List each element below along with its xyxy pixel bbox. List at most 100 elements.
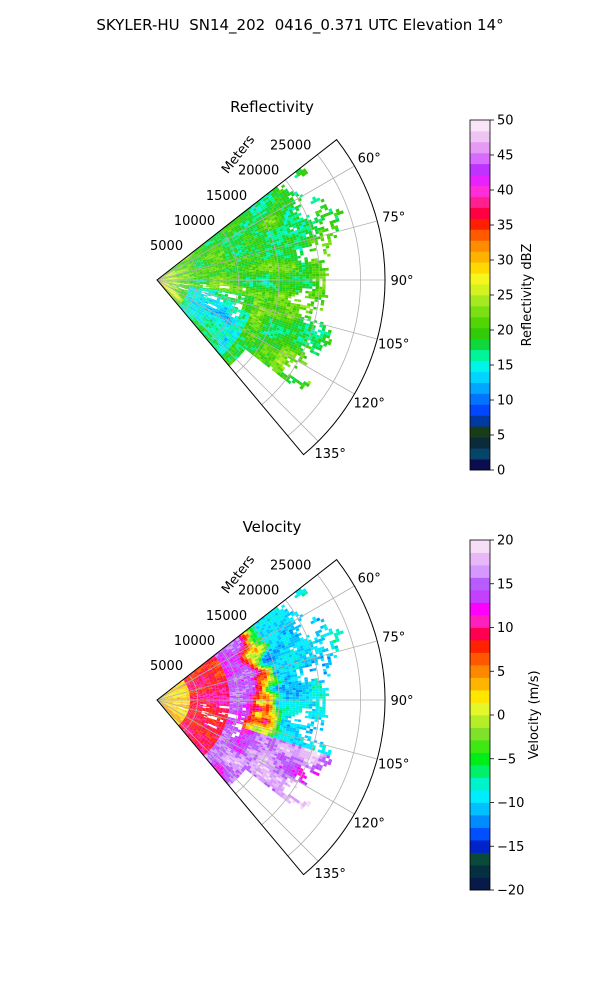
velocity-colorbar-ramp (470, 540, 490, 891)
colorbar-swatch (470, 120, 490, 132)
colorbar-swatch (470, 790, 490, 803)
colorbar-tick-label: 5 (497, 429, 505, 444)
colorbar-swatch (470, 196, 490, 208)
colorbar-swatch (470, 415, 490, 427)
colorbar-swatch (470, 316, 490, 329)
range-ring (209, 229, 239, 343)
reflectivity-colorbar-ramp (470, 120, 490, 471)
reflectivity-polar-grid (156, 138, 386, 456)
angle-tick-label: 105° (378, 337, 409, 352)
range-tick-label: 5000 (150, 659, 183, 674)
colorbar-swatch (470, 702, 490, 716)
reflectivity-field (157, 168, 344, 390)
colorbar-tick-label: 0 (497, 709, 505, 724)
colorbar-tick-label: 40 (497, 184, 514, 199)
colorbar-tick-label: −20 (497, 884, 524, 899)
colorbar-tick-label: 25 (497, 289, 514, 304)
colorbar-swatch (470, 404, 490, 416)
reflectivity-range-ticks: 5000 10000 15000 20000 25000 (150, 139, 311, 254)
angle-tick-label: 120° (354, 397, 385, 412)
sector-outline (156, 138, 386, 456)
colorbar-swatch (470, 777, 490, 791)
colorbar-swatch (470, 437, 490, 449)
angle-spoke (156, 585, 355, 701)
colorbar-swatch (470, 349, 490, 362)
colorbar-swatch (470, 174, 490, 187)
colorbar-tick-label: −5 (497, 752, 516, 767)
colorbar-swatch (470, 602, 490, 616)
colorbar-swatch (470, 382, 490, 394)
colorbar-tick-label: 10 (497, 394, 514, 409)
range-ring (182, 254, 199, 312)
range-ring (261, 599, 321, 826)
colorbar-swatch (470, 338, 490, 351)
range-tick-label: 20000 (238, 164, 279, 179)
colorbar-tick-label: 30 (497, 254, 514, 269)
velocity-angle-ticks: 60° 75° 90° 105° 120° 135° (315, 572, 414, 883)
colorbar-tick-label: 15 (497, 577, 514, 592)
colorbar-swatch (470, 652, 490, 666)
colorbar-swatch (470, 615, 490, 628)
colorbar-swatch (470, 218, 490, 230)
colorbar-swatch (470, 640, 490, 653)
colorbar-swatch (470, 152, 490, 165)
colorbar-swatch (470, 665, 490, 678)
colorbar-tick-label: 5 (497, 665, 505, 680)
colorbar-swatch (470, 827, 490, 841)
angle-spoke (156, 279, 319, 442)
colorbar-tick-label: 0 (497, 464, 505, 479)
colorbar-swatch (470, 865, 490, 878)
colorbar-swatch (470, 852, 490, 866)
angle-tick-label: 120° (354, 817, 385, 832)
angle-tick-label: 135° (315, 447, 346, 462)
range-ring (261, 179, 321, 406)
reflectivity-angle-ticks: 60° 75° 90° 105° 120° 135° (315, 152, 414, 463)
range-ring (235, 624, 280, 794)
colorbar-swatch (470, 371, 490, 383)
colorbar-swatch (470, 130, 490, 143)
colorbar-swatch (470, 727, 490, 741)
colorbar-swatch (470, 459, 490, 471)
colorbar-tick-label: 20 (497, 534, 514, 549)
angle-spoke (156, 279, 378, 340)
velocity-panel: Velocity 5000 10000 15000 20000 25000 60° 75°… (150, 518, 414, 882)
colorbar-swatch (470, 360, 490, 372)
range-ring (287, 154, 361, 437)
colorbar-swatch (470, 327, 490, 340)
range-ring (287, 574, 361, 857)
angle-tick-label: 75° (382, 631, 405, 646)
angle-spoke (156, 699, 378, 760)
colorbar-swatch (470, 552, 490, 566)
velocity-field (157, 588, 344, 810)
colorbar-tick-label: 45 (497, 149, 514, 164)
colorbar-swatch (470, 163, 490, 176)
velocity-colorbar-label: Velocity (m/s) (527, 670, 542, 759)
velocity-colorbar-ticks: −20 −15 −10 −5 0 5 10 15 20 (490, 534, 524, 899)
sector-outline (156, 558, 386, 876)
angle-spoke (156, 165, 355, 281)
colorbar-swatch (470, 426, 490, 438)
colorbar-swatch (470, 815, 490, 828)
range-ring (209, 649, 239, 763)
velocity-colorbar: −20 −15 −10 −5 0 5 10 15 20 Velocity (m/s) (469, 534, 542, 899)
colorbar-swatch (470, 877, 490, 891)
angle-spoke (156, 699, 319, 862)
reflectivity-panel: Reflectivity 5000 10000 15000 20000 25000 60… (150, 98, 414, 462)
range-tick-label: 5000 (150, 239, 183, 254)
angle-tick-label: 60° (358, 572, 381, 587)
colorbar-swatch (470, 141, 490, 154)
colorbar-swatch (470, 752, 490, 766)
colorbar-swatch (470, 590, 490, 603)
range-ring (182, 674, 199, 732)
colorbar-tick-label: 15 (497, 359, 514, 374)
velocity-polar-grid (156, 558, 386, 876)
colorbar-swatch (470, 207, 490, 219)
figure-title: SKYLER-HU SN14_202 0416_0.371 UTC Elevat… (96, 16, 504, 34)
range-tick-label: 15000 (206, 189, 247, 204)
colorbar-swatch (470, 677, 490, 691)
angle-spoke (156, 279, 355, 395)
reflectivity-panel-title: Reflectivity (230, 98, 314, 116)
angle-spoke (156, 699, 355, 815)
range-tick-label: 25000 (270, 559, 311, 574)
colorbar-swatch (470, 802, 490, 816)
